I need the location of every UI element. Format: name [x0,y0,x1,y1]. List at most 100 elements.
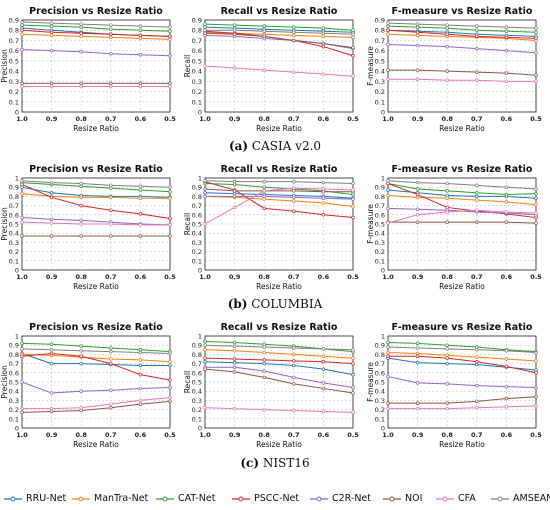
y-tick-label: 0.3 [192,397,202,405]
x-tick-label: 0.8 [441,115,453,123]
data-point [321,72,326,76]
y-tick-label: 0.6 [9,211,19,219]
data-point [168,363,172,368]
data-point [292,363,296,368]
y-tick-label: 0.7 [192,360,202,368]
data-point [138,81,143,86]
x-tick-label: 0.9 [46,273,58,281]
y-tick-label: 0.4 [192,68,202,76]
data-point [445,210,449,214]
chart-title: Recall vs Resize Ratio [221,164,338,175]
series-pscc-net [386,28,538,41]
data-point [386,401,390,405]
y-tick-label: 0 [15,267,19,275]
data-point [79,84,83,89]
x-axis-label: Resize Ratio [256,282,302,291]
x-tick-label: 0.8 [258,115,270,123]
legend-swatch-marker [442,496,448,502]
x-tick-label: 0.6 [318,431,330,439]
series-line [387,22,537,29]
y-tick-label: 0.1 [9,257,19,265]
data-point [475,190,479,195]
y-tick-label: 0.2 [9,248,19,256]
data-point [109,35,113,40]
series-noi [203,31,355,50]
data-point [20,410,24,415]
data-point [203,343,207,347]
data-point [321,201,326,205]
x-tick-label: 0.8 [75,273,87,281]
y-tick-label: 0.7 [9,202,19,210]
data-point [321,367,326,371]
data-point [504,405,509,409]
data-point [168,190,172,194]
y-tick-label: 0.3 [192,78,202,86]
data-point [168,351,172,356]
data-point [386,350,390,355]
series-line [387,341,537,353]
series-line [21,353,171,363]
x-tick-label: 0.9 [412,273,424,281]
data-point [445,78,449,83]
data-point [534,73,538,77]
data-point [321,44,326,49]
y-tick-label: 1 [15,333,19,341]
data-point [203,64,207,68]
y-tick-label: 0 [381,425,385,433]
data-point [445,32,449,37]
data-point [475,194,479,199]
series-line [21,183,171,219]
data-point [415,77,420,82]
y-tick-label: 0.8 [9,351,19,359]
x-tick-label: 0.9 [46,115,58,123]
data-point [232,348,237,353]
data-point [292,70,296,74]
data-point [138,184,143,189]
data-point [386,188,390,192]
data-point [20,84,24,89]
data-point [415,406,420,411]
data-point [292,382,296,386]
y-tick-label: 0.2 [9,406,19,414]
series-line [21,381,171,394]
y-tick-label: 0.7 [375,202,385,210]
data-point [475,183,479,188]
x-tick-label: 0.5 [164,431,176,439]
data-point [138,212,143,216]
y-tick-label: 0.1 [375,98,385,106]
caption-c: (c) NIST16 [0,456,550,470]
data-point [79,361,83,366]
y-tick-label: 0.5 [375,57,385,65]
data-point [415,192,420,197]
data-point [79,25,83,29]
legend-swatch-marker [497,496,503,502]
data-point [351,372,355,377]
data-point [232,191,237,196]
data-point [534,36,538,41]
series-line [387,180,537,190]
data-point [262,34,266,39]
data-point [49,409,54,414]
data-point [534,394,538,399]
data-point [445,401,449,405]
series-line [21,182,171,193]
data-point [504,35,509,40]
data-point [321,196,326,200]
y-tick-label: 0.3 [9,239,19,247]
data-point [262,179,266,184]
series-line [388,69,537,76]
series-cat-net [386,181,538,197]
series-line [387,29,537,37]
data-point [386,206,390,211]
data-point [232,205,237,210]
series-line [21,186,171,198]
data-point [445,23,449,27]
caption-c-text: NIST16 [262,456,310,470]
x-tick-label: 0.6 [318,273,330,281]
data-point [79,348,83,353]
data-point [109,32,113,37]
data-point [20,20,24,24]
series-cfa [20,220,172,227]
x-tick-label: 0.5 [530,115,542,123]
data-point [504,348,509,353]
